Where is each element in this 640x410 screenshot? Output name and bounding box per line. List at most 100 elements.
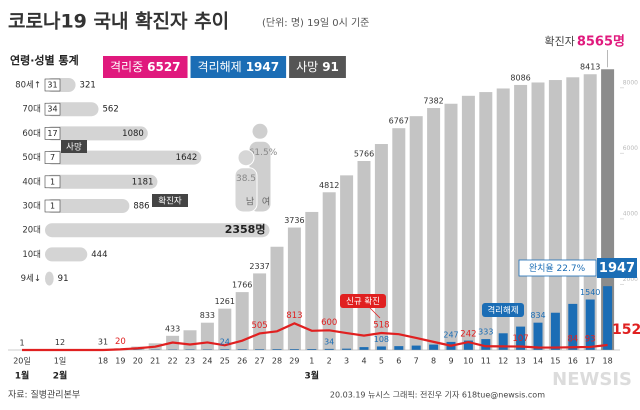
title: 코로나19 국내 확진자 추이: [8, 10, 229, 33]
figure-body: [234, 167, 258, 213]
bar: [479, 92, 493, 351]
bar-label: 562: [103, 105, 119, 115]
figure-head: [251, 122, 269, 140]
bar-label: 8086: [510, 73, 530, 82]
tag: [482, 303, 524, 317]
x-tick-label: 11: [481, 357, 491, 366]
bar-label: 108: [374, 335, 389, 344]
figure-label: 남: [246, 197, 254, 208]
line: [22, 322, 608, 352]
row-label: 9세↓: [21, 274, 41, 284]
x-tick-label: 9: [448, 357, 453, 366]
annotation-box: [518, 259, 597, 277]
bar-label: 1642: [176, 153, 198, 163]
bar: [463, 340, 473, 350]
row-label: 50대: [22, 153, 41, 163]
bar-label: 321: [80, 81, 96, 91]
series-tag: 사망: [66, 142, 82, 153]
bar: [287, 227, 301, 350]
bar-label: 4812: [319, 181, 339, 190]
bar: [45, 271, 54, 286]
bar: [357, 161, 371, 350]
death-label: 31: [47, 81, 57, 90]
bar: [374, 144, 388, 350]
bar-label: 333: [478, 328, 493, 337]
row-label: 70대: [22, 105, 41, 115]
bar: [218, 308, 232, 350]
summary-value: 91: [322, 60, 339, 74]
tag: [61, 140, 87, 153]
figure-value: 38.5: [236, 174, 256, 184]
released-total: 1947: [599, 261, 635, 276]
death-box: [44, 175, 61, 189]
death-label: 34: [47, 105, 57, 114]
figure-value: 61.5%: [249, 148, 278, 158]
bar-label: 2358명: [225, 222, 266, 236]
bar-label: 886: [133, 202, 149, 212]
bar: [392, 128, 406, 350]
bar: [601, 69, 615, 350]
series-tag: 확진자: [158, 196, 182, 207]
x-tick-label: 21: [150, 357, 160, 366]
x-tick-label: 29: [289, 357, 299, 366]
bar: [533, 322, 543, 350]
month-label: 3월: [305, 370, 320, 382]
x-tick-label: 23: [185, 357, 195, 366]
x-tick-label: 19: [115, 357, 125, 366]
bar: [429, 344, 439, 350]
summary-name: 격리해제: [198, 60, 242, 74]
summary-box: [289, 56, 346, 78]
summary-name: 사망: [296, 60, 318, 74]
series-tag: 신규 확진: [346, 296, 380, 307]
death-label: 7: [50, 153, 55, 162]
bar: [411, 345, 421, 350]
series-tag: 격리해제: [487, 305, 518, 316]
bar: [45, 199, 130, 213]
bar: [409, 116, 423, 350]
watermark: NEWSIS: [552, 369, 632, 390]
tag: [152, 194, 188, 207]
tag-pointer: [369, 307, 381, 319]
annotation: 완치율 22.7%: [529, 262, 586, 274]
y-tick-label: 4000: [623, 210, 638, 217]
death-label: 1: [50, 202, 55, 211]
bar: [516, 326, 526, 350]
subtitle: (단위: 명) 19일 0시 기준: [262, 16, 369, 29]
death-box: [44, 102, 61, 116]
bar-label: 31: [98, 337, 108, 346]
bar: [548, 80, 562, 350]
bar-label: 834: [530, 311, 545, 320]
bar: [585, 299, 595, 350]
bar: [45, 126, 148, 141]
bar: [45, 174, 158, 189]
row-label: 10대: [22, 250, 41, 260]
bar: [45, 247, 88, 262]
line-label: 505: [251, 321, 267, 331]
bar-label: 1540: [580, 288, 600, 297]
x-tick-label: 26: [237, 357, 247, 366]
bar: [45, 223, 270, 238]
summary-box: [103, 56, 188, 78]
bar: [531, 82, 545, 351]
bar: [603, 286, 613, 350]
bar: [237, 349, 247, 350]
bar: [45, 150, 202, 165]
bar-label: 444: [91, 250, 107, 260]
x-tick-label: 10: [463, 357, 473, 366]
death-box: [44, 199, 61, 213]
y-tick-label: 6000: [623, 145, 638, 152]
x-tick-label: 25: [220, 357, 230, 366]
bar-label: 1261: [215, 297, 235, 306]
bar: [568, 303, 578, 350]
summary-value: 1947: [246, 60, 279, 74]
bar-label: 12: [55, 338, 65, 347]
x-tick-label: 4: [361, 357, 366, 366]
x-tick-label: 20: [133, 357, 143, 366]
bar: [461, 95, 475, 350]
row-label: 80세↑: [15, 81, 41, 91]
month-label: 1월: [15, 370, 30, 382]
bar-label: 5766: [354, 150, 374, 159]
bar: [220, 349, 230, 350]
x-tick-label: 17: [585, 357, 595, 366]
